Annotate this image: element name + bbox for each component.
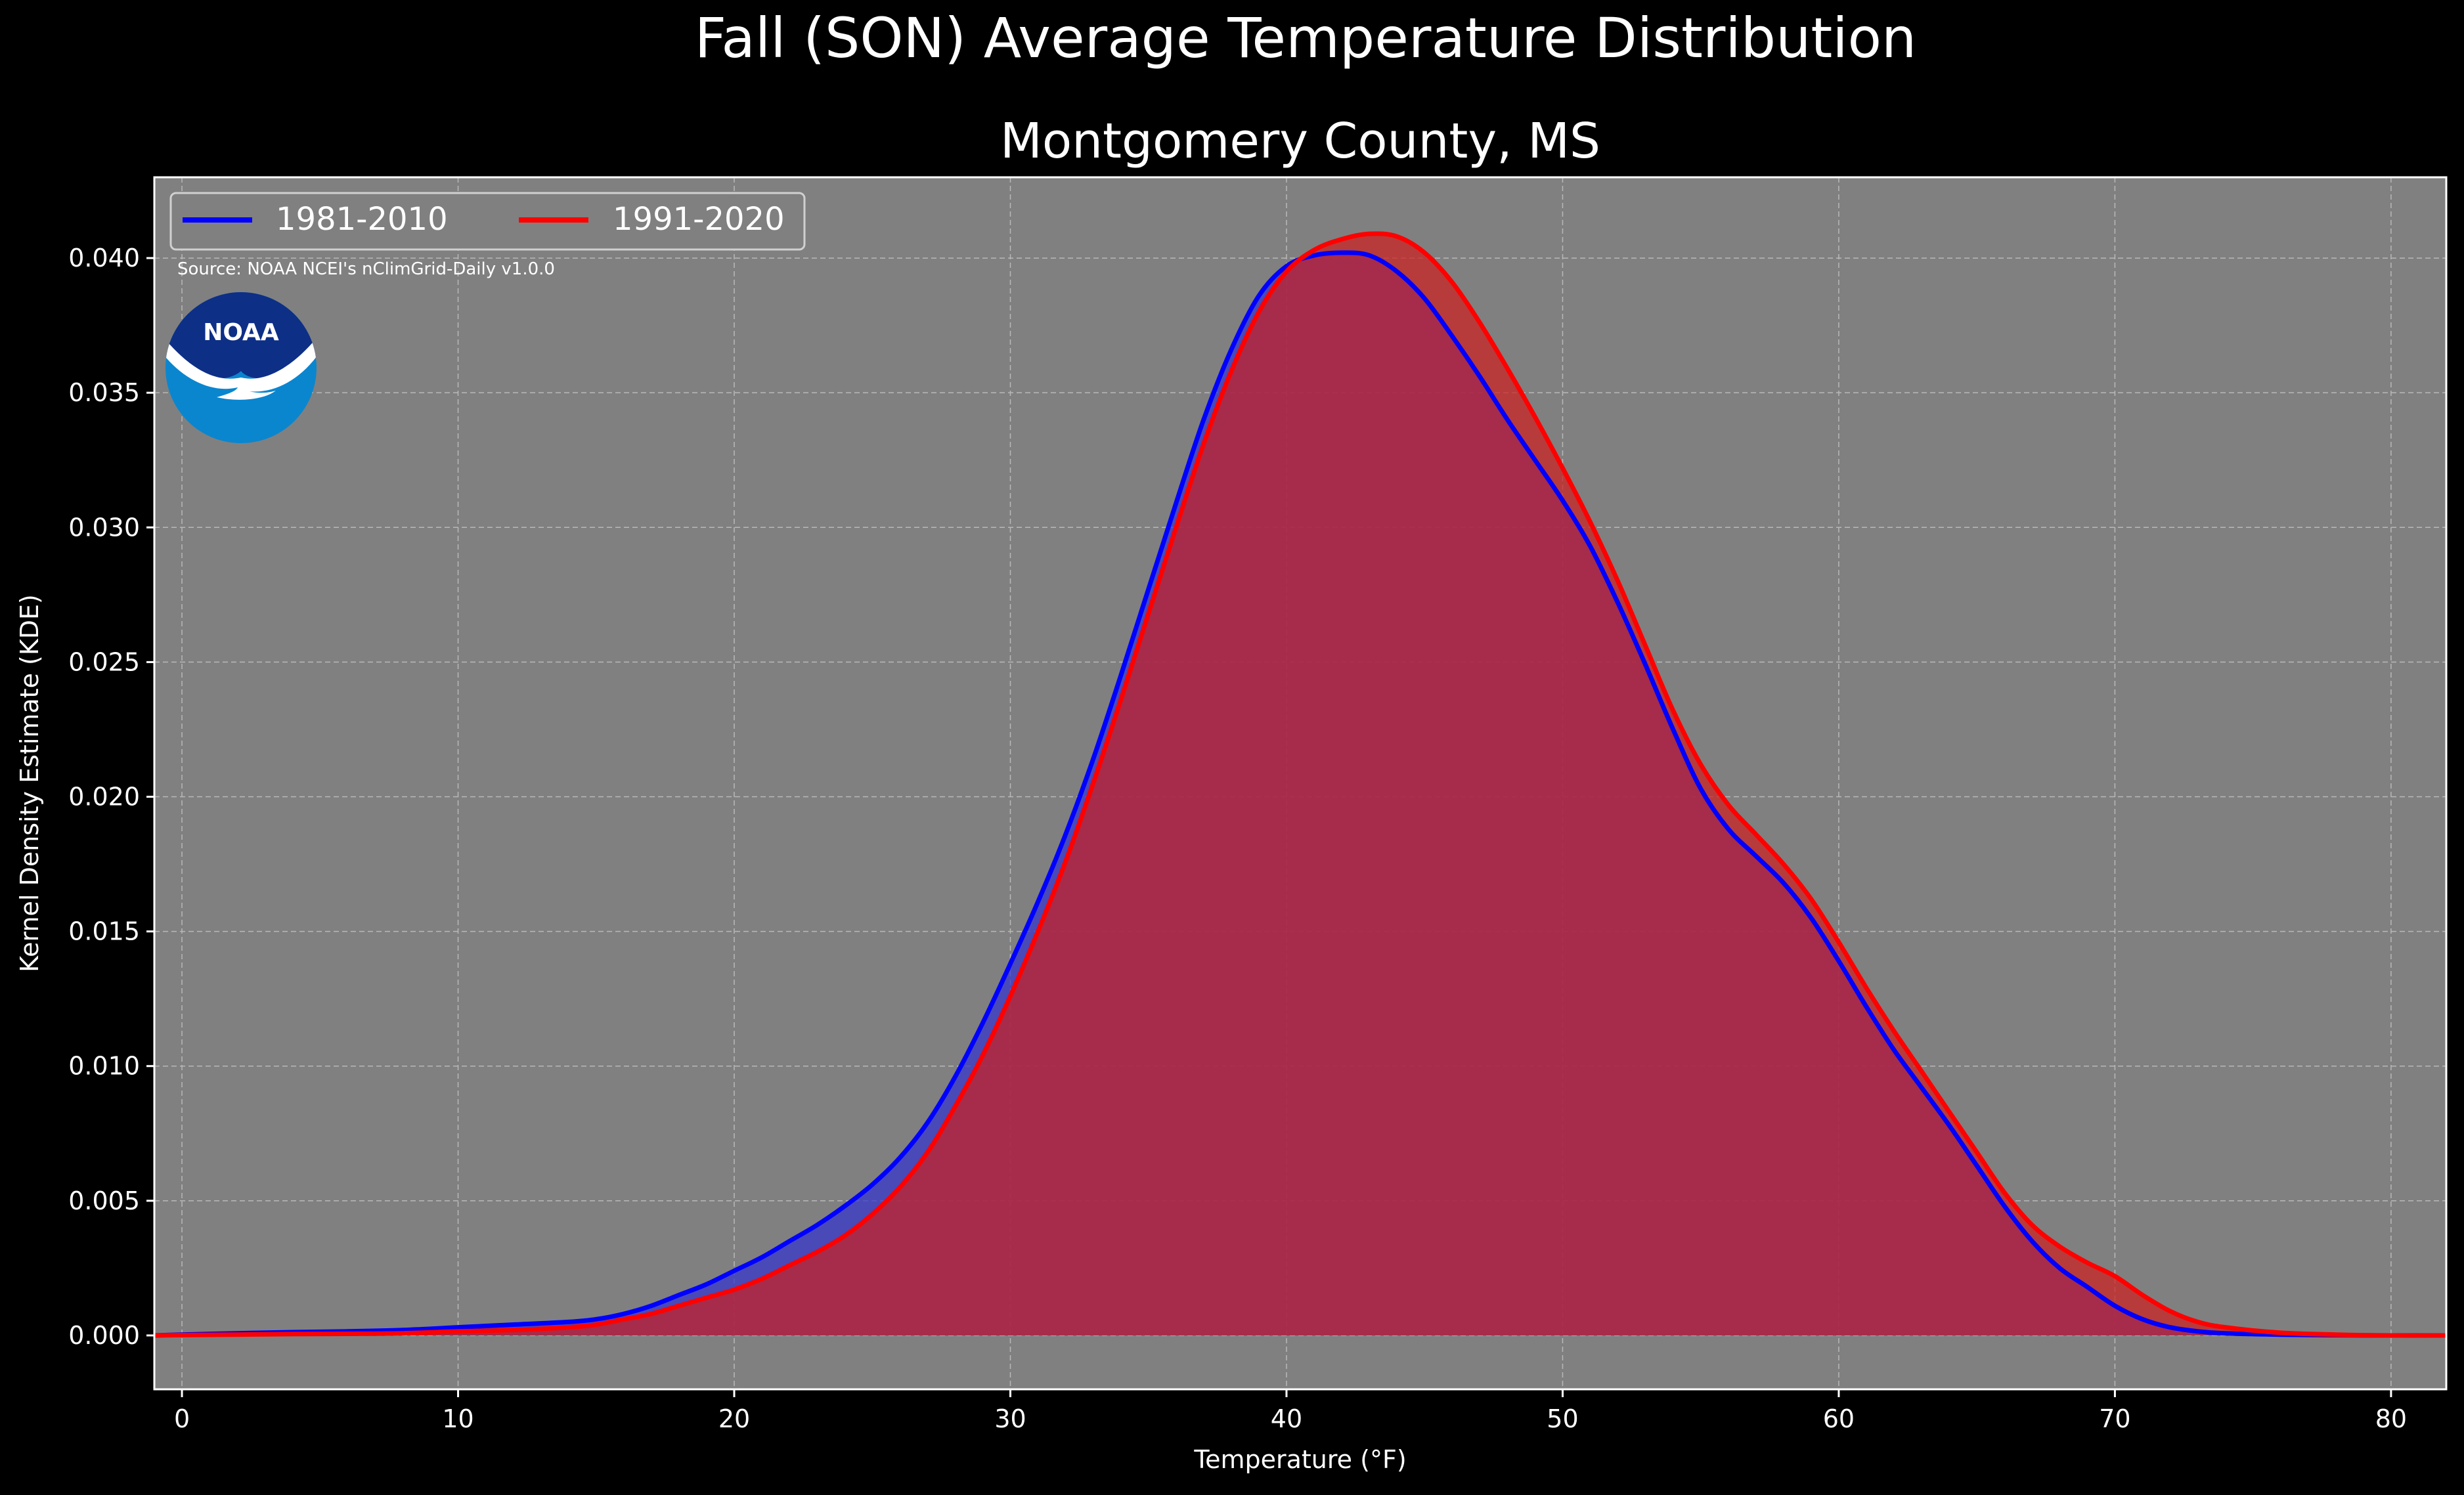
y-tick-label: 0.015 [68, 917, 140, 946]
series-line-1981-2010 [154, 250, 2446, 1338]
x-tick-label: 20 [718, 1404, 750, 1433]
x-axis-ticks: 0 10 20 30 40 50 60 70 80 [174, 1389, 2407, 1433]
chart-title: Montgomery County, MS [1000, 113, 1600, 169]
legend-label-1981-2010: 1981-2010 [276, 201, 448, 238]
y-tick-label: 0.005 [68, 1186, 140, 1215]
y-tick-label: 0.000 [68, 1321, 140, 1350]
plot-frame [153, 176, 2448, 1391]
y-tick-label: 0.040 [68, 244, 140, 272]
noaa-logo-text: NOAA [203, 319, 279, 346]
y-tick-label: 0.035 [68, 378, 140, 407]
x-tick-label: 60 [1823, 1404, 1855, 1433]
series-fills [154, 233, 2446, 1336]
source-note: Source: NOAA NCEI's nClimGrid-Daily v1.0… [177, 259, 555, 279]
series-fill-1991-2020 [154, 233, 2446, 1336]
x-tick-label: 0 [174, 1404, 190, 1433]
noaa-logo-sky [165, 292, 317, 379]
chart-suptitle: Fall (SON) Average Temperature Distribut… [695, 6, 1916, 70]
series-line-1991-2020 [154, 231, 2447, 1338]
noaa-logo: NOAA [165, 292, 317, 443]
legend-label-1991-2020: 1991-2020 [613, 201, 785, 238]
x-tick-label: 10 [442, 1404, 473, 1433]
x-tick-label: 80 [2375, 1404, 2407, 1433]
x-tick-label: 70 [2099, 1404, 2130, 1433]
noaa-logo-bird [165, 332, 317, 400]
x-tick-label: 40 [1271, 1404, 1302, 1433]
y-axis-ticks: 0.000 0.005 0.010 0.015 0.020 0.025 0.030 0.035… [68, 244, 154, 1350]
x-tick-label: 30 [994, 1404, 1026, 1433]
y-tick-label: 0.030 [68, 513, 140, 542]
legend: 1981-2010 1991-2020 [169, 192, 806, 251]
y-axis-label: Kernel Density Estimate (KDE) [15, 594, 44, 972]
y-tick-label: 0.010 [68, 1052, 140, 1081]
y-tick-label: 0.020 [68, 783, 140, 812]
y-tick-label: 0.025 [68, 647, 140, 676]
legend-box [169, 192, 806, 251]
x-axis-label: Temperature (°F) [1193, 1445, 1406, 1474]
x-tick-label: 50 [1547, 1404, 1578, 1433]
series-lines [154, 231, 2447, 1338]
